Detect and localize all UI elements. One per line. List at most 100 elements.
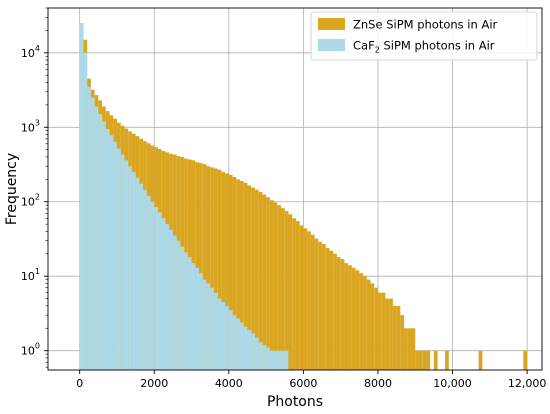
- histogram-bar: [415, 350, 419, 370]
- legend-box: [310, 11, 538, 61]
- histogram-bar: [202, 164, 207, 370]
- histogram-bar: [105, 128, 110, 370]
- histogram-bar: [340, 259, 345, 370]
- histogram-bar: [243, 182, 248, 370]
- histogram-bar: [303, 228, 308, 370]
- y-tick-label: 104: [21, 44, 40, 60]
- histogram-bar: [116, 148, 121, 370]
- histogram-bar: [310, 234, 315, 370]
- histogram-bar: [374, 287, 378, 370]
- histogram-bar: [295, 221, 300, 370]
- x-tick-label: 10,000: [433, 377, 472, 390]
- histogram-bar: [210, 287, 214, 370]
- histogram-bar: [228, 174, 233, 370]
- histogram-bar: [284, 211, 289, 370]
- x-axis-ticks: 0 2000 4000 6000 8000 10,000 12,000: [76, 370, 546, 390]
- histogram-bar: [329, 250, 334, 370]
- histogram-bar: [213, 292, 218, 370]
- y-tick-label: 101: [21, 267, 40, 283]
- histogram-bar: [213, 168, 218, 370]
- histogram-bar: [202, 279, 207, 370]
- histogram-bar: [284, 350, 289, 370]
- legend-label-caf2-subscript: 2: [375, 46, 380, 55]
- histogram-bar: [277, 350, 282, 370]
- y-axis-title: Frequency: [4, 153, 20, 225]
- histogram-bar: [157, 212, 162, 370]
- histogram-bar: [143, 189, 147, 370]
- histogram-bar: [273, 202, 278, 370]
- histogram-bar: [195, 267, 199, 370]
- histogram-bar: [377, 292, 382, 370]
- histogram-bar: [307, 231, 311, 370]
- histogram-bar: [221, 172, 226, 370]
- histogram-bar: [247, 329, 252, 370]
- histogram-bar: [139, 183, 144, 370]
- histogram-bar: [355, 270, 360, 370]
- histogram-bar: [198, 163, 203, 370]
- histogram-bar: [381, 292, 386, 370]
- histogram-bar: [176, 240, 181, 370]
- plot-frame: [47, 7, 543, 371]
- histogram-bar: [128, 166, 132, 370]
- x-tick-label: 8000: [364, 377, 392, 390]
- histogram-bar: [359, 273, 364, 370]
- histogram-bar: [433, 350, 438, 370]
- histogram-bar: [232, 315, 237, 370]
- histogram-bar: [363, 276, 367, 370]
- histogram-bar: [240, 322, 244, 370]
- histogram-bar: [344, 263, 349, 370]
- histogram-bar: [236, 179, 241, 370]
- histogram-bars: [79, 23, 528, 370]
- histogram-bar: [94, 106, 99, 370]
- histogram-bar: [389, 298, 393, 370]
- histogram-bar: [392, 305, 397, 370]
- histogram-bar: [236, 318, 241, 370]
- histogram-bar: [281, 208, 285, 370]
- histogram-bar: [165, 224, 170, 370]
- histogram-bar: [131, 172, 136, 370]
- histogram-bar: [79, 23, 84, 370]
- histogram-bar: [292, 218, 296, 370]
- histogram-bar: [281, 350, 285, 370]
- histogram-bar: [109, 135, 114, 370]
- histogram-bar: [187, 257, 192, 370]
- histogram-bar: [318, 241, 323, 370]
- histogram-bar: [366, 279, 371, 370]
- histogram-bar: [243, 326, 248, 370]
- histogram-bar: [210, 167, 214, 370]
- x-axis-title: Photons: [267, 394, 323, 410]
- histogram-bar: [262, 344, 267, 370]
- histogram-bar: [325, 247, 330, 370]
- histogram-bar: [161, 218, 166, 370]
- histogram-bar: [523, 350, 528, 370]
- histogram-bar: [418, 350, 423, 370]
- histogram-bar: [404, 328, 408, 370]
- legend-label-znse: ZnSe SiPM photons in Air: [353, 18, 498, 32]
- histogram-bar: [396, 305, 401, 370]
- histogram-bar: [422, 350, 427, 370]
- histogram-bar: [225, 305, 229, 370]
- y-tick-label: 103: [21, 118, 40, 134]
- histogram-bar: [314, 238, 319, 370]
- histogram-bar: [426, 350, 431, 370]
- histogram-bar: [169, 229, 173, 370]
- histogram-bar: [172, 235, 177, 370]
- legend-label-caf2-main: CaF: [353, 39, 375, 53]
- histogram-bar: [90, 97, 95, 370]
- histogram-bar: [87, 86, 91, 370]
- histogram-bar: [269, 200, 274, 370]
- x-tick-label: 12,000: [508, 377, 547, 390]
- histogram-bar: [351, 267, 356, 370]
- histogram-bar: [254, 189, 259, 370]
- histogram-bar: [154, 207, 158, 370]
- histogram-bar: [83, 52, 88, 370]
- x-tick-label: 4000: [215, 377, 243, 390]
- x-tick-label: 0: [76, 377, 83, 390]
- histogram-bar: [98, 114, 103, 370]
- histogram-bar: [262, 194, 267, 370]
- histogram-bar: [411, 328, 416, 370]
- legend-swatch-caf2: [318, 39, 345, 51]
- histogram-bar: [400, 315, 405, 370]
- histogram-bar: [251, 333, 255, 370]
